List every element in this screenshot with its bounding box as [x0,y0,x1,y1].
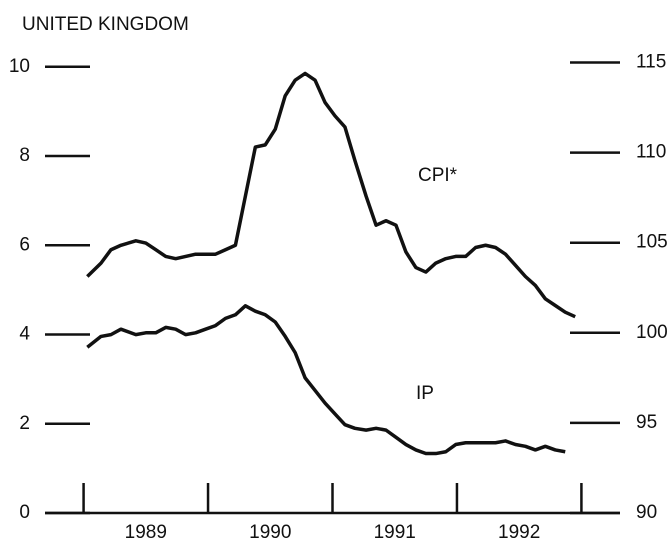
y2-tick-label: 100 [636,322,667,343]
y2-tick-label: 105 [636,232,667,253]
y-tick-label: 6 [19,234,30,255]
x-tick-label: 1989 [125,522,167,543]
series-line [86,71,576,319]
series-line [86,304,566,456]
y2-tick-label: 95 [636,412,657,433]
y-tick-label: 10 [9,56,30,77]
chart-title: UNITED KINGDOM [22,14,189,35]
series-label: CPI* [418,165,458,186]
x-tick-label: 1991 [374,522,416,543]
x-tick-label: 1990 [249,522,291,543]
y2-tick-label: 115 [636,52,666,73]
series-label: IP [416,383,434,404]
y-tick-label: 2 [19,413,30,434]
x-tick-label: 1992 [498,522,540,543]
y2-tick-label: 110 [636,142,666,163]
y2-tick-label: 90 [636,502,657,523]
y-tick-label: 0 [19,502,30,523]
y-tick-label: 8 [19,145,30,166]
y-tick-label: 4 [19,324,30,345]
